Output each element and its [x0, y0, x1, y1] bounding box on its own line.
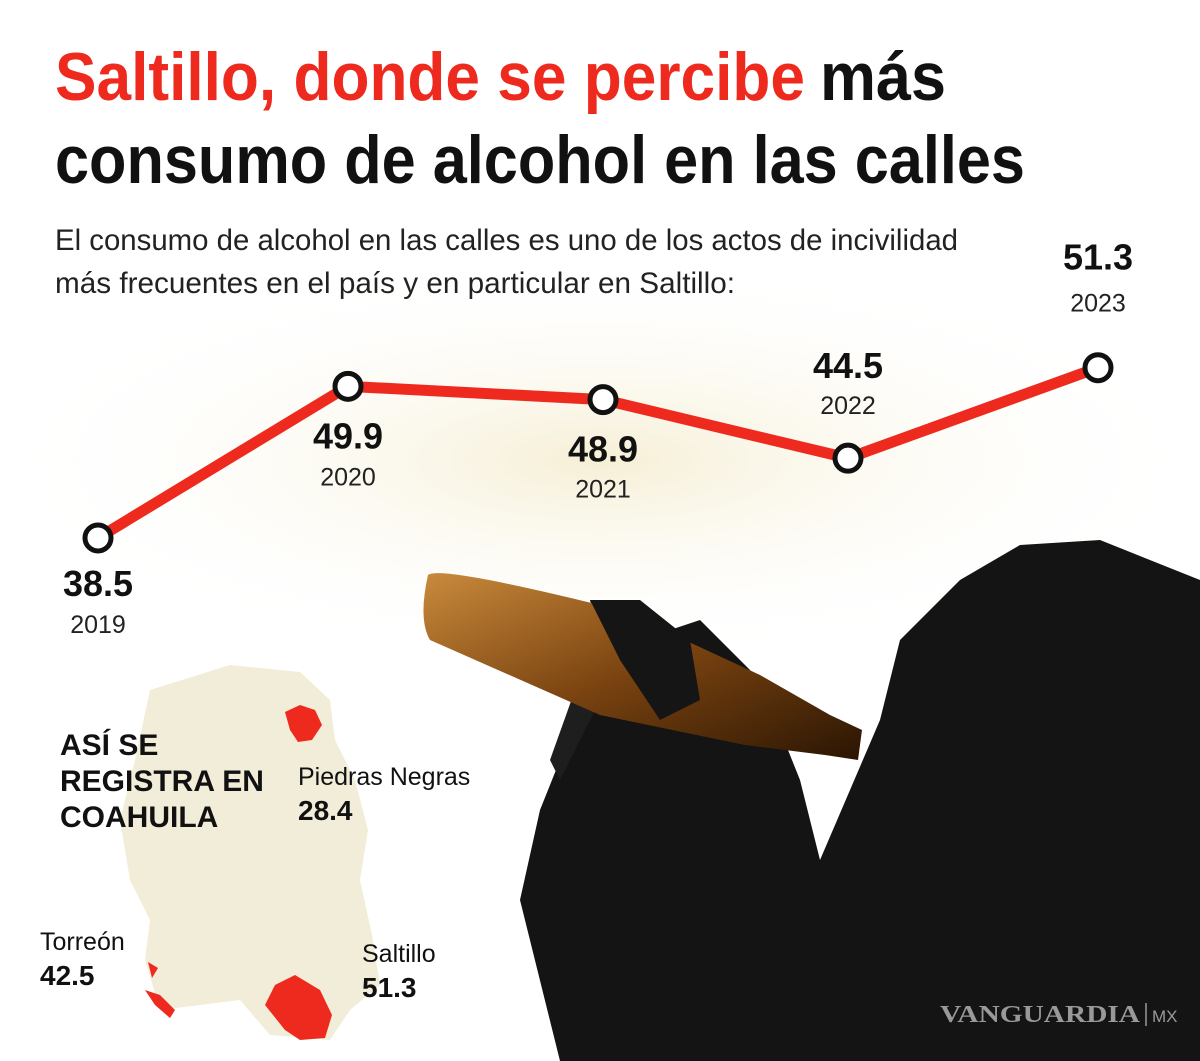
- background-glow: [0, 260, 1200, 660]
- data-point: [332, 370, 364, 402]
- data-point: [587, 384, 619, 416]
- city-name: Saltillo: [362, 940, 436, 968]
- title: más: [820, 39, 946, 115]
- year-label: 2021: [575, 476, 631, 504]
- credit-suffix: MX: [1152, 1007, 1178, 1026]
- year-label: 2023: [1070, 290, 1126, 318]
- year-label: 2020: [320, 463, 376, 491]
- line-chart: 38.5 2019 49.9 2020 48.9 2021 44.5 2022 51.3 2023: [63, 237, 1133, 639]
- value-label: 49.9: [313, 415, 383, 456]
- title-highlight: Saltillo, donde se percibe: [55, 39, 805, 115]
- city-value: 51.3: [362, 972, 417, 1003]
- data-point: [1082, 352, 1114, 384]
- city-name: Torreón: [40, 928, 125, 956]
- data-point: [82, 522, 114, 554]
- year-label: 2019: [70, 611, 126, 639]
- value-label: 44.5: [813, 345, 883, 386]
- title: consumo de alcohol en las calles: [55, 122, 1025, 198]
- city-name: Piedras Negras: [298, 763, 470, 791]
- city-value: 42.5: [40, 960, 95, 991]
- value-label: 48.9: [568, 429, 638, 470]
- city-value: 28.4: [298, 795, 353, 826]
- value-label: 51.3: [1063, 237, 1133, 278]
- coahuila-map: [120, 665, 380, 1040]
- torreon-area: [145, 962, 175, 1018]
- value-label: 38.5: [63, 563, 133, 604]
- map-title: ASÍ SE REGISTRA EN COAHUILA: [60, 728, 264, 834]
- subtitle: más frecuentes en el país y en particula…: [55, 267, 735, 300]
- credit: VANGUARDIA: [940, 1002, 1141, 1028]
- subtitle: El consumo de alcohol en las calles es u…: [55, 224, 958, 257]
- data-point: [832, 442, 864, 474]
- saltillo-area: [265, 975, 332, 1040]
- hand: [590, 600, 700, 720]
- piedras-negras-area: [285, 705, 322, 742]
- year-label: 2022: [820, 392, 876, 420]
